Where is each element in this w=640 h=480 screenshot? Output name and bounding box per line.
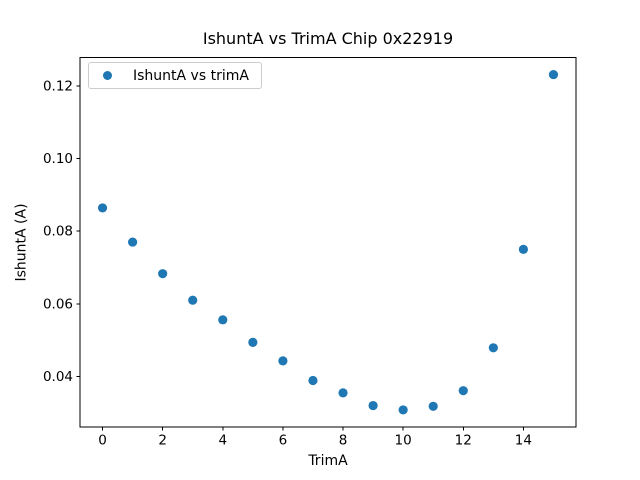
scatter-point [368, 400, 378, 411]
y-axis-label: IshuntA (A) [13, 203, 30, 282]
y-tick-label: 0.04 [43, 369, 73, 385]
scatter-point [398, 405, 408, 415]
scatter-marker-icon [103, 71, 112, 80]
y-tick-label: 0.10 [43, 151, 73, 167]
x-tick-label: 4 [218, 433, 227, 449]
scatter-point [338, 388, 348, 398]
scatter-point [188, 295, 198, 305]
chart-title: IshuntA vs TrimA Chip 0x22919 [202, 29, 454, 48]
scatter-point [158, 269, 168, 279]
x-tick-label: 2 [158, 433, 167, 449]
scatter-point [218, 315, 228, 325]
scatter-point [488, 343, 498, 353]
scatter-point [458, 386, 468, 396]
axes-frame [79, 57, 577, 428]
scatter-point [518, 244, 528, 254]
scatter-point [97, 203, 108, 213]
scatter-point [428, 401, 438, 411]
scatter-point [308, 375, 318, 386]
legend-label: IshuntA vs trimA [133, 67, 249, 84]
x-tick-label: 10 [395, 433, 412, 449]
x-tick-label: 14 [515, 433, 532, 449]
x-tick-label: 6 [279, 433, 288, 449]
x-tick-label: 0 [98, 433, 107, 449]
x-tick-label: 12 [455, 433, 472, 449]
y-tick-label: 0.08 [43, 224, 73, 240]
scatter-point [548, 69, 559, 80]
scatter-point [248, 337, 258, 347]
legend: IshuntA vs trimA [88, 62, 262, 89]
x-axis-label: TrimA [308, 453, 348, 469]
scatter-point [278, 356, 288, 366]
y-tick-label: 0.12 [43, 78, 73, 94]
x-tick-label: 8 [339, 433, 348, 449]
y-tick-label: 0.06 [43, 296, 73, 312]
scatter-point [128, 237, 138, 247]
